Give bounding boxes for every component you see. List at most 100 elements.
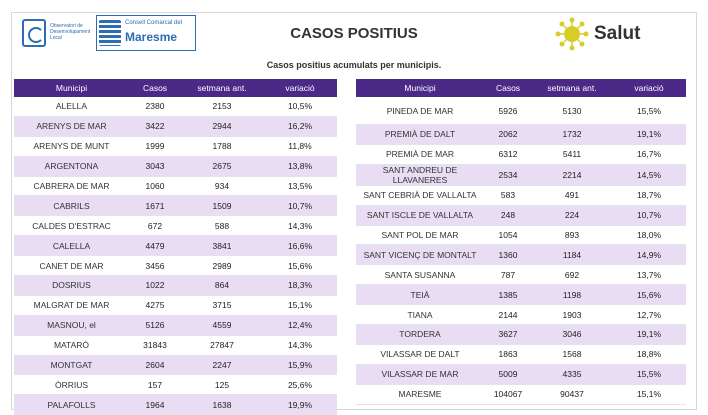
setmana-ant-cell: 2989: [181, 255, 263, 277]
casos-cell: 2144: [484, 304, 532, 326]
casos-cell: 1999: [129, 136, 181, 157]
casos-cell: 672: [129, 215, 181, 237]
setmana-ant-cell: 4335: [532, 364, 612, 385]
setmana-ant-cell: 491: [532, 185, 612, 206]
table-row: DOSRIUS 1022 864 18,3%: [14, 275, 337, 296]
consell-logo-big-text: Maresme: [125, 30, 178, 44]
setmana-ant-cell: 1638: [181, 394, 263, 415]
municipi-cell: TIANA: [356, 304, 484, 326]
table-row: MALGRAT DE MAR 4275 3715 15,1%: [14, 295, 337, 316]
variacio-cell: 15,9%: [263, 355, 337, 376]
table-row: TORDERA 3627 3046 19,1%: [356, 324, 686, 345]
variacio-cell: 18,7%: [612, 185, 686, 206]
setmana-ant-cell: 864: [181, 275, 263, 296]
casos-cell: 5126: [129, 315, 181, 336]
col-variacio: variació: [263, 79, 337, 97]
table-row: SANT ANDREU DE LLAVANERES 2534 2214 14,5%: [356, 164, 686, 186]
casos-cell: 1060: [129, 176, 181, 197]
col-setmana-ant: setmana ant.: [532, 79, 612, 97]
table-row: SANTA SUSANNA 787 692 13,7%: [356, 264, 686, 286]
table-row: PREMIÀ DE MAR 6312 5411 16,7%: [356, 144, 686, 165]
setmana-ant-cell: 5130: [532, 97, 612, 125]
casos-cell: 2604: [129, 355, 181, 376]
table-row: ALELLA 2380 2153 10,5%: [14, 97, 337, 117]
variacio-cell: 19,9%: [263, 394, 337, 415]
setmana-ant-cell: 224: [532, 205, 612, 226]
variacio-cell: 13,8%: [263, 156, 337, 177]
municipi-cell: ARENYS DE MUNT: [14, 136, 129, 157]
casos-cell: 2380: [129, 97, 181, 117]
setmana-ant-cell: 2247: [181, 355, 263, 376]
variacio-cell: 14,5%: [612, 164, 686, 186]
variacio-cell: 15,1%: [612, 384, 686, 405]
salut-logo-text: Salut: [594, 23, 641, 44]
municipi-cell: SANT POL DE MAR: [356, 225, 484, 246]
setmana-ant-cell: 1568: [532, 344, 612, 365]
consell-logo-small-text: Consell Comarcal del: [125, 20, 183, 26]
municipi-cell: TORDERA: [356, 324, 484, 345]
variacio-cell: 25,6%: [263, 374, 337, 396]
municipi-cell: VILASSAR DE MAR: [356, 364, 484, 385]
setmana-ant-cell: 125: [181, 374, 263, 396]
municipi-cell: SANT ISCLE DE VALLALTA: [356, 205, 484, 226]
municipi-cell: ÒRRIUS: [14, 374, 129, 396]
table-row: SANT VICENÇ DE MONTALT 1360 1184 14,9%: [356, 244, 686, 266]
observatori-logo: Observatori de Desenvolupament Local: [22, 17, 92, 49]
casos-cell: 1964: [129, 394, 181, 415]
municipi-cell: PINEDA DE MAR: [356, 97, 484, 125]
variacio-cell: 13,5%: [263, 176, 337, 197]
setmana-ant-cell: 27847: [181, 335, 263, 356]
casos-cell: 5009: [484, 364, 532, 385]
observatori-logo-icon: [22, 19, 46, 47]
setmana-ant-cell: 1788: [181, 136, 263, 157]
table-row: CABRERA DE MAR 1060 934 13,5%: [14, 176, 337, 197]
variacio-cell: 14,9%: [612, 244, 686, 266]
municipi-cell: CABRERA DE MAR: [14, 176, 129, 197]
variacio-cell: 15,6%: [263, 255, 337, 277]
table-row: PINEDA DE MAR 5926 5130 15,5%: [356, 97, 686, 125]
consell-comarcal-logo: Consell Comarcal del Maresme: [96, 15, 196, 51]
table-row: SANT CEBRIÀ DE VALLALTA 583 491 18,7%: [356, 185, 686, 206]
sun-icon: [555, 17, 589, 51]
variacio-cell: 12,4%: [263, 315, 337, 336]
col-municipi: Municipi: [14, 79, 129, 97]
setmana-ant-cell: 3046: [532, 324, 612, 345]
casos-cell: 31843: [129, 335, 181, 356]
variacio-cell: 18,8%: [612, 344, 686, 365]
municipi-cell: CANET DE MAR: [14, 255, 129, 277]
col-casos: Casos: [484, 79, 532, 97]
casos-cell: 5926: [484, 97, 532, 125]
casos-cell: 104067: [484, 384, 532, 405]
variacio-cell: 10,7%: [263, 195, 337, 217]
col-setmana-ant: setmana ant.: [181, 79, 263, 97]
variacio-cell: 16,7%: [612, 144, 686, 165]
table-row: CANET DE MAR 3456 2989 15,6%: [14, 255, 337, 277]
municipi-cell: SANT ANDREU DE LLAVANERES: [356, 164, 484, 186]
setmana-ant-cell: 893: [532, 225, 612, 246]
municipi-cell: CALDES D'ESTRAC: [14, 215, 129, 237]
variacio-cell: 16,6%: [263, 235, 337, 257]
salut-logo: Salut: [554, 14, 674, 54]
table-row: SANT POL DE MAR 1054 893 18,0%: [356, 225, 686, 246]
municipi-cell: MASNOU, el: [14, 315, 129, 336]
casos-cell: 6312: [484, 144, 532, 165]
setmana-ant-cell: 2153: [181, 97, 263, 117]
municipi-cell: ARENYS DE MAR: [14, 116, 129, 137]
table-row: CABRILS 1671 1509 10,7%: [14, 195, 337, 217]
setmana-ant-cell: 588: [181, 215, 263, 237]
municipi-cell: MONTGAT: [14, 355, 129, 376]
table-row: CALDES D'ESTRAC 672 588 14,3%: [14, 215, 337, 237]
variacio-cell: 13,7%: [612, 264, 686, 286]
municipi-cell: TEIÀ: [356, 284, 484, 306]
municipi-cell: PREMIÀ DE MAR: [356, 144, 484, 165]
variacio-cell: 14,3%: [263, 335, 337, 356]
variacio-cell: 19,1%: [612, 324, 686, 345]
municipi-cell: VILASSAR DE DALT: [356, 344, 484, 365]
municipi-cell: ALELLA: [14, 97, 129, 117]
variacio-cell: 11,8%: [263, 136, 337, 157]
variacio-cell: 15,5%: [612, 97, 686, 125]
table-row: VILASSAR DE DALT 1863 1568 18,8%: [356, 344, 686, 365]
setmana-ant-cell: 1184: [532, 244, 612, 266]
casos-cell: 2062: [484, 124, 532, 145]
setmana-ant-cell: 2214: [532, 164, 612, 186]
